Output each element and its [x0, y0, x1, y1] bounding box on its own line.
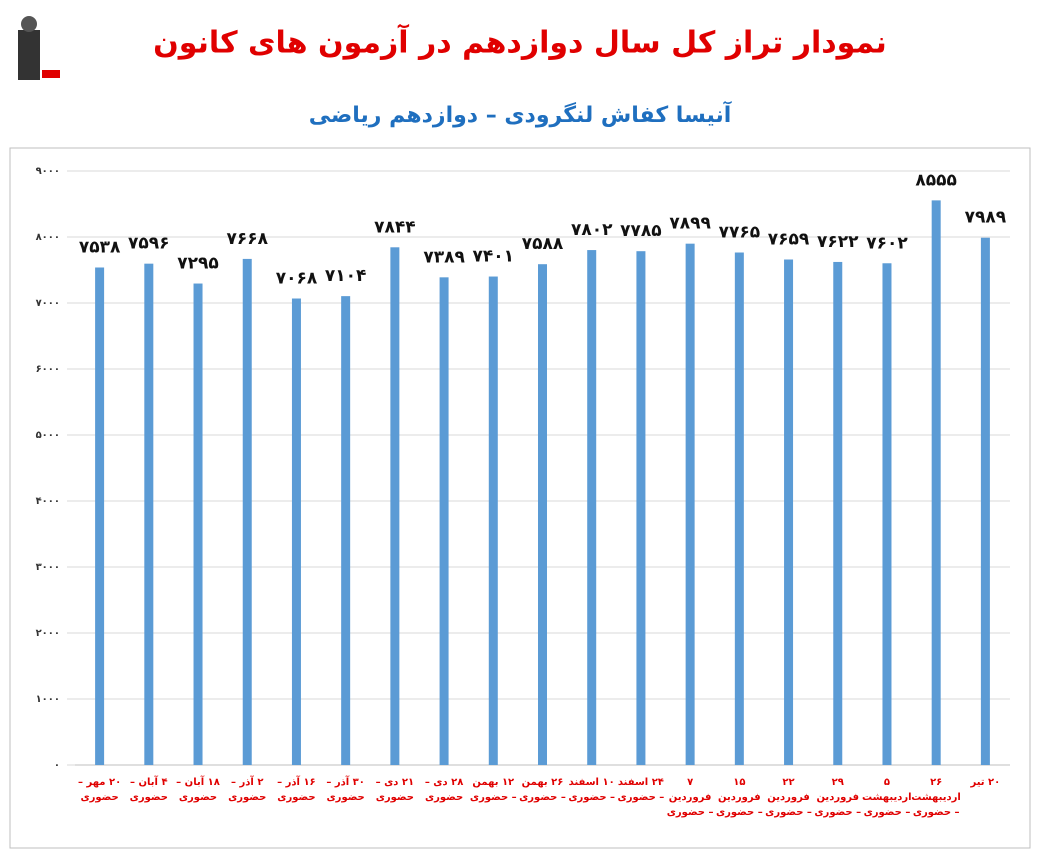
bar [341, 296, 351, 765]
value-label: ۷۸۹۹ [669, 214, 711, 234]
value-label: ۷۵۳۸ [79, 237, 121, 257]
y-tick-label: ۴۰۰۰ [36, 496, 60, 507]
bar [685, 243, 695, 765]
value-label: ۷۶۰۲ [866, 233, 908, 253]
value-label: ۷۹۸۹ [965, 208, 1007, 228]
bar [95, 267, 105, 765]
bar [193, 283, 203, 765]
value-label: ۷۷۶۵ [719, 223, 761, 243]
bar [882, 263, 892, 765]
value-label: ۷۳۸۹ [423, 247, 465, 267]
y-tick-label: ۰ [54, 760, 60, 771]
bar [144, 263, 154, 765]
x-tick-label: ۱۸ آبان – حضوری [176, 777, 220, 803]
value-label: ۷۶۲۲ [817, 232, 859, 252]
y-tick-label: ۸۰۰۰ [36, 232, 60, 243]
y-tick-label: ۵۰۰۰ [36, 430, 60, 441]
bar [980, 237, 990, 765]
x-tick-label: ۲۱ دی – حضوری [375, 777, 415, 803]
y-tick-label: ۱۰۰۰ [36, 694, 60, 705]
value-label: ۷۱۰۴ [325, 266, 367, 286]
bar [390, 247, 400, 765]
y-tick-label: ۷۰۰۰ [36, 298, 60, 309]
x-tick-label: ۲۶ اردیبهشت – حضوری [911, 777, 961, 818]
x-tick-label: ۲۹ فروردین – حضوری [814, 777, 862, 818]
bar [833, 261, 843, 765]
x-tick-label: ۲۶ بهمن – حضوری [519, 777, 566, 803]
x-tick-label: ۲۲ فروردین – حضوری [765, 777, 812, 818]
bar [587, 250, 597, 765]
x-tick-label: ۳۰ آذر – حضوری [326, 777, 365, 803]
y-tick-label: ۲۰۰۰ [36, 628, 60, 639]
bar [242, 258, 252, 765]
logo [18, 16, 60, 80]
plot-frame [9, 147, 1031, 849]
x-tick-label: ۴ آبان – حضوری [129, 777, 168, 803]
x-tick-label: ۱۵ فروردین – حضوری [715, 777, 763, 818]
value-label: ۷۵۹۶ [128, 234, 170, 254]
value-label: ۷۴۰۱ [473, 247, 515, 267]
value-label: ۷۰۶۸ [276, 269, 318, 289]
value-label: ۷۶۵۹ [768, 230, 810, 250]
x-tick-label: ۲۰ مهر – حضوری [78, 777, 122, 803]
bar [784, 259, 794, 765]
chart-subtitle: آنیسا کفاش لنگرودی – دوازدهم ریاضی [309, 100, 732, 128]
bar [931, 200, 941, 765]
bar [291, 298, 301, 765]
bar [636, 251, 646, 765]
value-label: ۷۶۶۸ [226, 229, 268, 249]
x-tick-label: ۱۶ آذر – حضوری [277, 777, 316, 803]
x-tick-label: ۷ فروردین – حضوری [666, 777, 714, 818]
bar [734, 252, 744, 765]
y-tick-label: ۹۰۰۰ [36, 166, 60, 177]
value-label: ۷۲۹۵ [177, 254, 219, 274]
bar [488, 276, 498, 765]
x-tick-label: ۲۸ دی – حضوری [424, 777, 464, 803]
value-label: ۷۸۰۲ [571, 220, 613, 240]
x-tick-label: ۲۴ اسفند – حضوری [617, 777, 665, 803]
value-label: ۷۵۸۸ [522, 234, 564, 254]
value-label: ۸۵۵۵ [915, 170, 957, 190]
x-tick-label: ۱۰ اسفند – حضوری [568, 777, 616, 803]
x-tick-label: ۲۰ تیر [970, 777, 1001, 788]
value-label: ۷۷۸۵ [620, 221, 662, 241]
x-tick-label: ۱۲ بهمن – حضوری [469, 777, 517, 803]
x-tick-label: ۲ آذر – حضوری [228, 777, 267, 803]
x-tick-label: ۵ اردیبهشت – حضوری [862, 777, 912, 818]
chart-title: نمودار تراز کل سال دوازدهم در آزمون های … [153, 24, 887, 61]
y-tick-label: ۶۰۰۰ [36, 364, 60, 375]
bar [538, 264, 547, 765]
y-tick-label: ۳۰۰۰ [36, 562, 60, 573]
value-label: ۷۸۴۴ [374, 217, 416, 237]
bar [439, 277, 449, 765]
